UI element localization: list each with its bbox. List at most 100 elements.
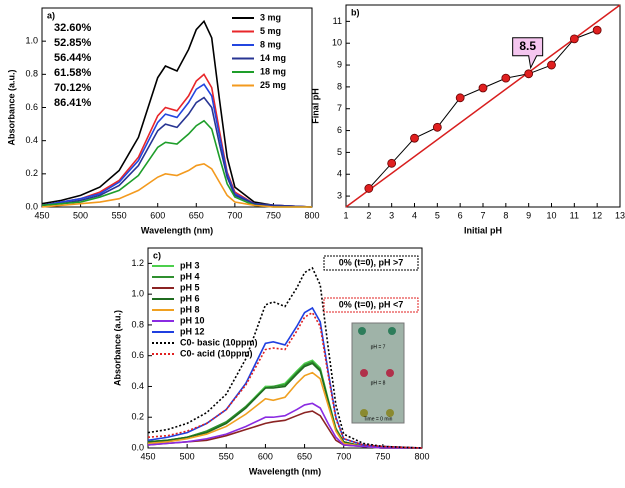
y-tick-label: 0.2 xyxy=(131,412,144,422)
x-tick-label: 500 xyxy=(180,451,195,461)
x-tick-label: 11 xyxy=(570,210,579,220)
inset-label: pH = 8 xyxy=(371,380,386,386)
y-axis-label: Absorbance (a.u.) xyxy=(112,310,122,386)
x-axis-label: Initial pH xyxy=(464,225,502,235)
x-tick-label: 700 xyxy=(227,210,242,220)
data-point xyxy=(501,73,511,83)
y-tick-label: 1.0 xyxy=(131,289,144,299)
removal-label: 61.58% xyxy=(54,67,92,79)
inset-photo xyxy=(351,322,405,424)
x-tick-label: 750 xyxy=(266,210,281,220)
data-point xyxy=(547,60,556,70)
series-line xyxy=(41,73,313,208)
y-tick-label: 11 xyxy=(333,16,342,26)
x-tick-label: 13 xyxy=(615,210,625,220)
x-tick-label: 12 xyxy=(592,210,602,220)
y-tick-label: 1.0 xyxy=(25,36,38,46)
legend-label: pH 3 xyxy=(180,260,200,270)
x-tick-label: 10 xyxy=(546,210,556,220)
removal-label: 32.60% xyxy=(54,22,92,34)
annotation-box xyxy=(323,255,419,271)
y-tick-label: 0.0 xyxy=(131,442,144,452)
reference-line xyxy=(345,4,621,208)
data-point xyxy=(524,69,534,79)
removal-label: 70.12% xyxy=(54,82,92,94)
x-tick-label: 7 xyxy=(480,210,485,220)
inset-spot xyxy=(386,369,394,377)
legend-label: pH 4 xyxy=(180,271,200,281)
panel: 450 500 550 600 650 700 750 800 0.0 0.2 0.4 0.6 0.8 1… xyxy=(6,7,320,235)
x-tick-label: 800 xyxy=(414,451,429,461)
legend-label: 18 mg xyxy=(260,66,286,76)
y-tick-label: 0.0 xyxy=(25,201,38,211)
series-line xyxy=(41,119,312,208)
series-line xyxy=(147,402,422,449)
y-tick-label: 7 xyxy=(337,103,342,113)
series-line xyxy=(41,19,313,208)
x-tick-label: 550 xyxy=(219,451,234,461)
x-tick-label: 2 xyxy=(366,210,371,220)
y-tick-label: 0.4 xyxy=(25,135,38,145)
callout xyxy=(512,37,544,70)
series-line xyxy=(41,163,312,208)
x-tick-label: 1 xyxy=(343,210,348,220)
series-line xyxy=(147,371,422,449)
y-tick-label: 0.8 xyxy=(131,319,144,329)
inset-label: pH = 7 xyxy=(371,344,386,350)
series-line xyxy=(147,362,422,449)
panel-label: a) xyxy=(47,10,55,20)
legend-label: 8 mg xyxy=(260,39,281,49)
legend-label: 25 mg xyxy=(260,80,286,90)
annotation-label: 0% (t=0), pH >7 xyxy=(339,257,404,267)
y-tick-label: 0.2 xyxy=(25,168,38,178)
x-tick-label: 9 xyxy=(526,210,531,220)
x-tick-label: 450 xyxy=(140,451,155,461)
series-line xyxy=(147,311,423,449)
inset-label: Time = 0 min xyxy=(364,416,393,422)
legend-label: C0- basic (10ppm) xyxy=(180,337,258,347)
x-tick-label: 700 xyxy=(336,451,351,461)
legend-label: 3 mg xyxy=(260,12,281,22)
y-tick-label: 9 xyxy=(337,59,342,69)
inset-spot xyxy=(386,409,394,417)
y-tick-label: 3 xyxy=(337,190,342,200)
data-point xyxy=(364,184,374,193)
data-point xyxy=(478,83,488,93)
annotation-box xyxy=(323,297,419,313)
x-axis-label: Wavelength (nm) xyxy=(249,466,321,476)
inset-spot xyxy=(360,409,368,417)
panel-label: c) xyxy=(153,250,161,260)
x-tick-label: 4 xyxy=(412,210,417,220)
x-tick-label: 8 xyxy=(503,210,508,220)
x-tick-label: 550 xyxy=(112,210,127,220)
data-point xyxy=(410,133,419,143)
x-tick-label: 3 xyxy=(389,210,394,220)
y-tick-label: 0.6 xyxy=(131,350,144,360)
legend-label: pH 8 xyxy=(180,304,200,314)
x-tick-label: 750 xyxy=(375,451,390,461)
legend-label: pH 12 xyxy=(180,326,205,336)
y-axis-label: Absorbance (a.u.) xyxy=(6,69,16,145)
y-tick-label: 6 xyxy=(337,125,342,135)
x-tick-label: 650 xyxy=(189,210,204,220)
x-axis-label: Wavelength (nm) xyxy=(141,225,213,235)
series-line xyxy=(41,96,313,208)
removal-label: 52.85% xyxy=(54,37,92,49)
y-tick-label: 8 xyxy=(337,81,342,91)
y-tick-label: 4 xyxy=(337,169,342,179)
y-tick-label: 1.2 xyxy=(131,258,144,268)
data-point xyxy=(592,25,602,35)
y-tick-label: 0.4 xyxy=(131,381,144,391)
x-tick-label: 600 xyxy=(150,210,165,220)
legend-label: 14 mg xyxy=(260,53,286,63)
removal-label: 56.44% xyxy=(54,52,92,64)
y-tick-label: 10 xyxy=(332,38,342,48)
x-tick-label: 500 xyxy=(73,210,88,220)
panel-label: b) xyxy=(351,7,360,17)
plot-frame xyxy=(147,247,423,449)
legend-label: pH 5 xyxy=(180,282,200,292)
inset-spot xyxy=(360,369,368,377)
y-tick-label: 0.6 xyxy=(25,102,38,112)
callout-label: 8.5 xyxy=(519,39,536,53)
